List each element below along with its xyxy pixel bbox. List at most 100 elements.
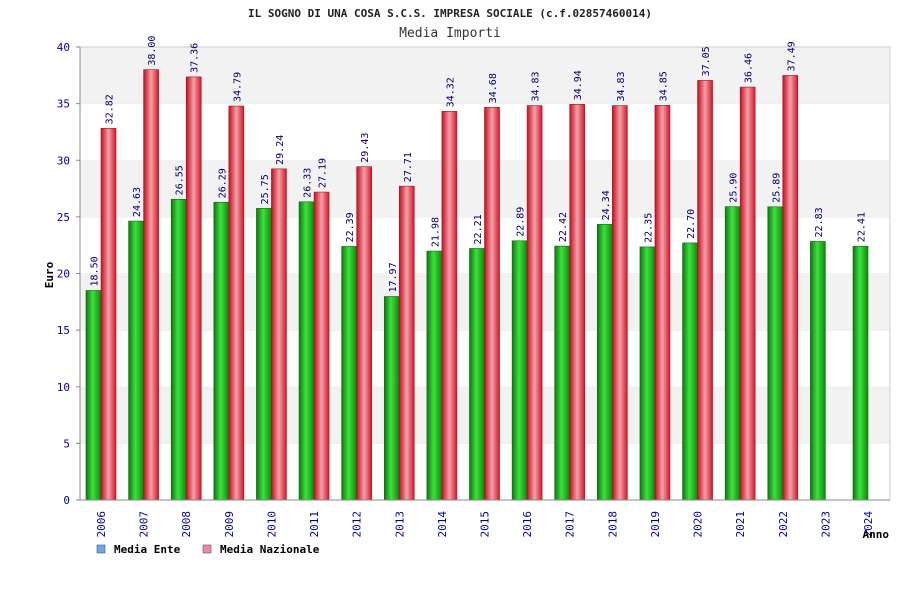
bar-media-ente <box>85 290 102 501</box>
data-label: 22.83 <box>814 207 825 237</box>
bar-media-ente <box>724 206 741 501</box>
x-axis-label: Anno <box>863 528 890 541</box>
x-tick-label: 2014 <box>436 511 449 538</box>
data-label: 34.85 <box>658 71 669 101</box>
bar-media-nazionale <box>782 75 799 501</box>
x-tick-label: 2017 <box>564 511 577 538</box>
bar-media-nazionale <box>526 105 543 501</box>
bar-media-ente <box>469 248 485 501</box>
x-tick-label: 2008 <box>180 511 193 538</box>
bars: 18.50 32.82 24.63 38.00 26.55 37.36 26.29 34.79… <box>85 36 869 501</box>
data-label: 25.90 <box>729 173 740 203</box>
bar-media-ente <box>128 220 144 501</box>
legend-swatch <box>202 544 212 554</box>
bar-media-nazionale <box>569 104 586 501</box>
bar-media-ente <box>682 242 698 501</box>
data-label: 38.00 <box>147 36 158 66</box>
x-tick-label: 2020 <box>692 511 705 538</box>
data-label: 26.33 <box>303 168 314 198</box>
x-tick-label: 2023 <box>819 511 832 538</box>
x-tick-label: 2009 <box>223 511 236 538</box>
x-tick-label: 2013 <box>393 511 406 538</box>
data-label: 34.68 <box>488 73 499 103</box>
data-label: 34.83 <box>616 71 627 101</box>
y-tick-label: 25 <box>57 211 70 224</box>
bar-media-nazionale <box>654 105 671 501</box>
bar-media-ente <box>383 296 400 501</box>
data-label: 22.39 <box>345 212 356 242</box>
y-tick-label: 20 <box>57 268 70 281</box>
data-label: 34.94 <box>573 70 584 100</box>
y-tick-label: 40 <box>57 41 70 54</box>
bar-media-ente <box>554 245 571 501</box>
data-label: 27.19 <box>318 158 329 188</box>
bar-media-ente <box>639 246 656 501</box>
data-label: 22.42 <box>558 212 569 242</box>
data-label: 32.82 <box>105 94 116 124</box>
x-tick-label: 2007 <box>138 511 151 538</box>
x-tick-label: 2011 <box>308 511 321 538</box>
legend-label: Media Nazionale <box>220 543 320 556</box>
data-label: 34.79 <box>232 72 243 102</box>
data-label: 27.71 <box>403 152 414 182</box>
data-label: 37.36 <box>190 43 201 73</box>
bar-media-ente <box>256 208 272 501</box>
bar-media-nazionale <box>398 185 415 501</box>
x-tick-label: 2021 <box>734 511 747 538</box>
bar-media-ente <box>298 201 315 501</box>
bar-media-ente <box>213 201 230 501</box>
chart-subtitle: Media Importi <box>399 26 501 41</box>
x-tick-label: 2015 <box>479 511 492 538</box>
bar-media-nazionale <box>612 105 628 501</box>
data-label: 24.63 <box>132 187 143 217</box>
y-tick-label: 0 <box>63 494 70 507</box>
bar-media-ente <box>597 224 613 501</box>
y-axis: 0 5 10 15 20 25 30 35 40 <box>57 41 81 507</box>
bar-media-nazionale <box>185 76 202 501</box>
data-label: 21.98 <box>430 217 441 247</box>
bar-media-nazionale <box>441 111 458 501</box>
x-axis: 2006 2007 2008 2009 2010 2011 2012 2013 2014 2015… <box>80 499 890 538</box>
data-label: 37.05 <box>701 46 712 76</box>
data-label: 25.89 <box>771 173 782 203</box>
data-label: 26.29 <box>217 168 228 198</box>
y-tick-label: 10 <box>57 381 70 394</box>
legend: Media Ente Media Nazionale <box>96 543 320 556</box>
bar-media-ente <box>810 241 826 501</box>
y-tick-label: 30 <box>57 154 70 167</box>
x-tick-label: 2006 <box>95 511 108 538</box>
data-label: 18.50 <box>90 256 101 286</box>
x-tick-label: 2012 <box>351 511 364 538</box>
bar-media-ente <box>426 250 443 501</box>
bar-media-nazionale <box>313 191 330 501</box>
legend-swatch <box>96 544 106 554</box>
data-label: 22.41 <box>857 212 868 242</box>
data-label: 17.97 <box>388 262 399 292</box>
data-label: 29.43 <box>360 133 371 163</box>
x-tick-label: 2019 <box>649 511 662 538</box>
chart-title: IL SOGNO DI UNA COSA S.C.S. IMPRESA SOCI… <box>248 7 652 20</box>
data-label: 34.83 <box>531 71 542 101</box>
data-label: 26.55 <box>175 165 186 195</box>
bar-media-ente <box>511 240 528 501</box>
x-tick-label: 2016 <box>521 511 534 538</box>
bar-media-nazionale <box>356 166 372 501</box>
y-tick-label: 5 <box>63 437 70 450</box>
bar-media-nazionale <box>271 168 287 501</box>
x-tick-label: 2010 <box>265 511 278 538</box>
y-axis-label: Euro <box>43 261 56 288</box>
bar-media-nazionale <box>697 80 713 501</box>
data-label: 34.32 <box>445 77 456 107</box>
data-label: 29.24 <box>275 135 286 165</box>
data-label: 37.49 <box>786 41 797 71</box>
bar-media-ente <box>170 199 187 501</box>
x-tick-label: 2018 <box>606 511 619 538</box>
data-label: 22.70 <box>686 209 697 239</box>
legend-label: Media Ente <box>114 543 181 556</box>
bar-media-nazionale <box>143 69 159 501</box>
bar-media-nazionale <box>228 105 245 501</box>
bar-media-nazionale <box>739 86 756 501</box>
data-label: 22.35 <box>643 213 654 243</box>
y-tick-label: 35 <box>57 98 70 111</box>
